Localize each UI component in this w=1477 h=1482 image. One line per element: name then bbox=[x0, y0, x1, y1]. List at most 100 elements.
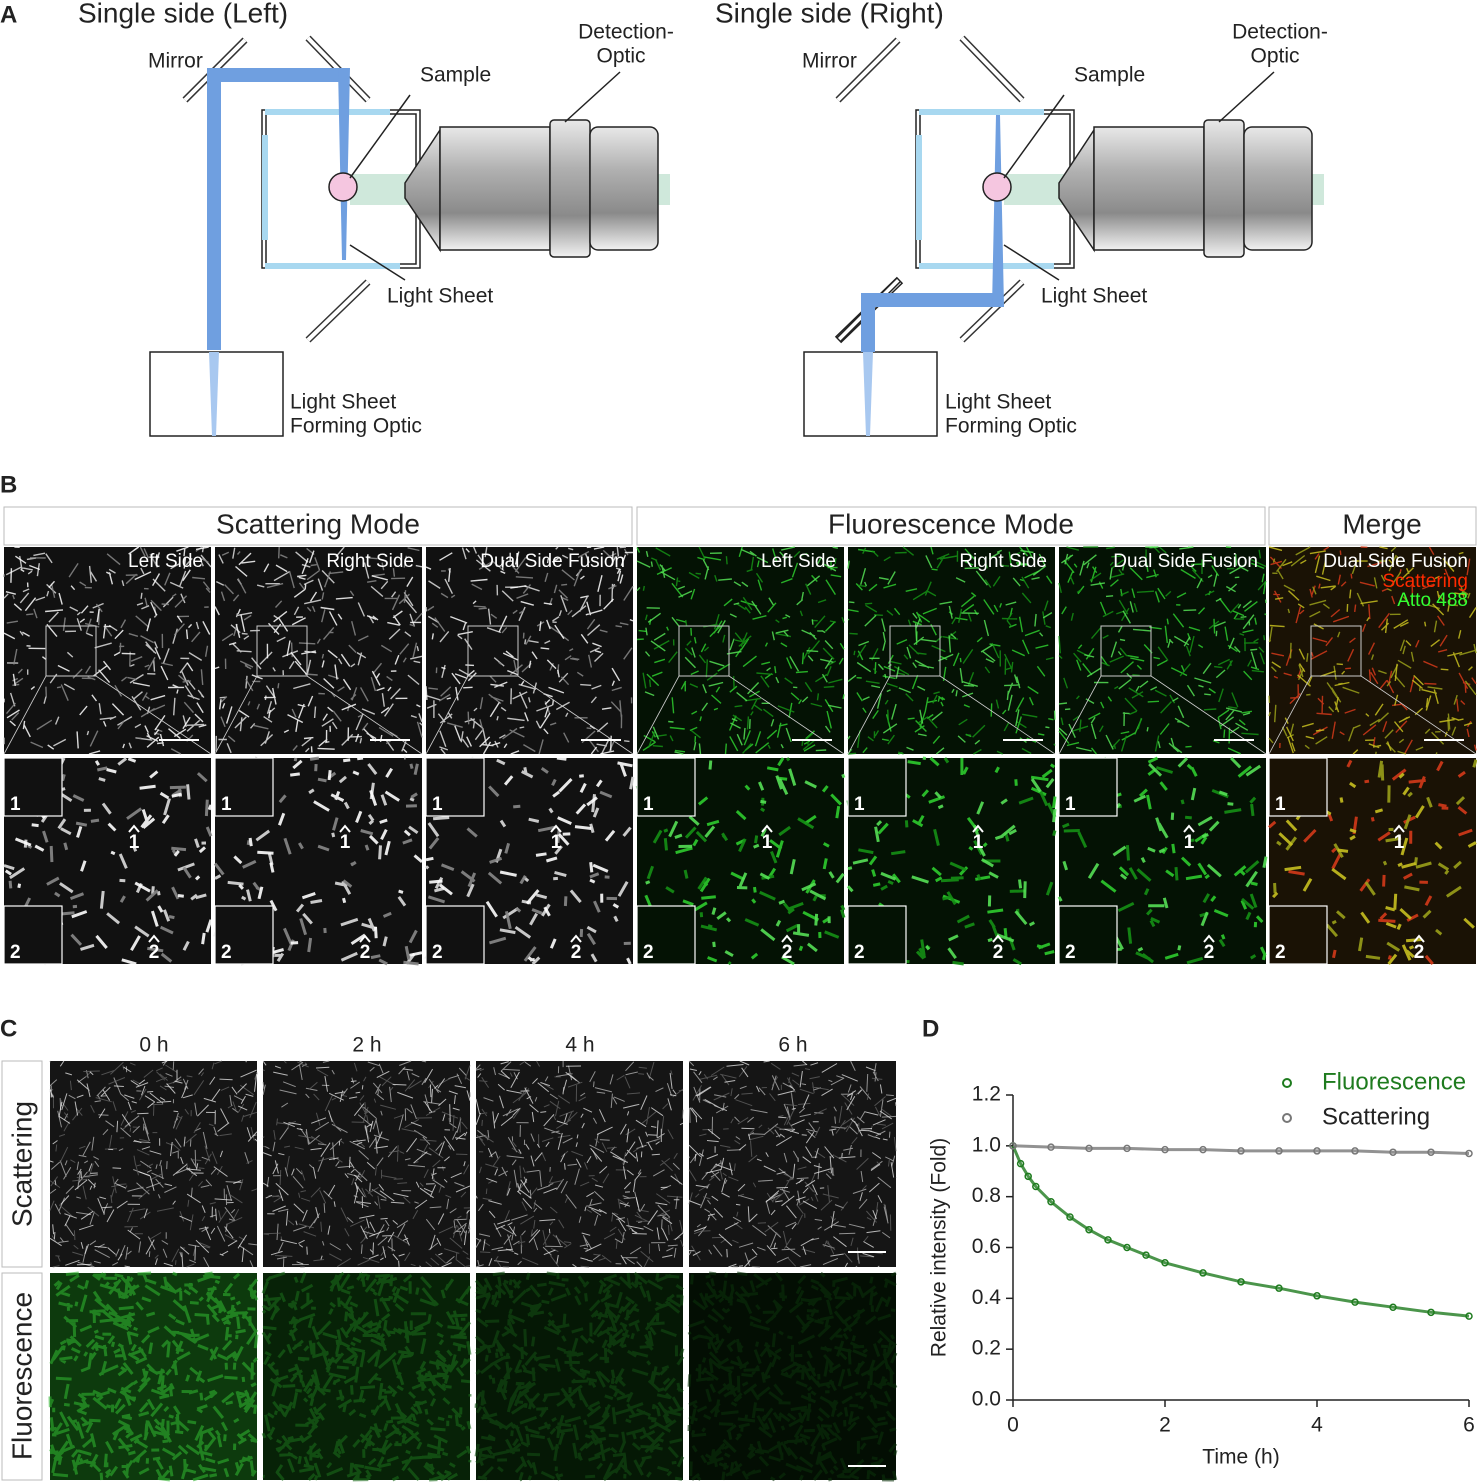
beam bbox=[861, 293, 1002, 307]
inset bbox=[214, 905, 274, 965]
inset bbox=[3, 905, 63, 965]
micrograph bbox=[847, 546, 1056, 755]
inset-label: 2 bbox=[221, 942, 232, 963]
micrograph bbox=[687, 1271, 898, 1482]
series-line bbox=[1012, 1144, 1470, 1155]
data-point bbox=[1427, 1148, 1435, 1156]
micrograph bbox=[474, 1271, 685, 1482]
inset bbox=[214, 757, 274, 817]
data-point bbox=[1123, 1243, 1131, 1252]
arrow-head bbox=[570, 934, 582, 943]
zoom-box bbox=[467, 625, 519, 677]
group-title: Scattering Mode bbox=[216, 508, 420, 539]
data-point bbox=[1199, 1145, 1207, 1154]
objective-body bbox=[439, 126, 551, 251]
micrograph bbox=[262, 1060, 471, 1268]
inset bbox=[425, 757, 485, 817]
micrograph-texture bbox=[475, 1061, 680, 1268]
inset bbox=[1268, 905, 1328, 965]
y-tick-label: 0.2 bbox=[972, 1337, 1001, 1360]
zoom-box bbox=[889, 625, 941, 677]
group-title: Fluorescence Mode bbox=[828, 508, 1074, 539]
label: Forming Optic bbox=[290, 415, 422, 438]
inset bbox=[1058, 905, 1118, 965]
arrow-head bbox=[972, 824, 984, 833]
arrow-marker: 1 bbox=[340, 832, 351, 853]
objective-ring bbox=[549, 119, 591, 258]
row-title: Scattering bbox=[6, 1101, 37, 1227]
data-point bbox=[1351, 1147, 1359, 1155]
arrow-marker: 1 bbox=[1184, 832, 1195, 853]
arrow-head bbox=[1203, 934, 1215, 943]
label: Light Sheet bbox=[1041, 285, 1147, 308]
label: Light Sheet bbox=[945, 391, 1051, 414]
label: Mirror bbox=[802, 50, 857, 73]
data-point bbox=[1024, 1172, 1032, 1181]
data-point bbox=[1389, 1148, 1397, 1156]
micrograph-texture bbox=[262, 1060, 471, 1268]
tile-label: Left Side bbox=[128, 551, 203, 572]
inset bbox=[636, 757, 696, 817]
zoom-box bbox=[678, 625, 730, 677]
arrow-head bbox=[550, 824, 562, 833]
arrow-marker: 2 bbox=[782, 942, 793, 963]
arrow-marker: 2 bbox=[1204, 942, 1215, 963]
micrograph-texture bbox=[1058, 546, 1267, 755]
arrow-marker: 2 bbox=[149, 942, 160, 963]
micrograph bbox=[48, 1271, 259, 1482]
micrograph bbox=[1058, 546, 1267, 755]
zoom-connector bbox=[3, 675, 47, 755]
row-header bbox=[1, 1272, 43, 1481]
tile-label: Right Side bbox=[959, 551, 1047, 572]
inset-label: 2 bbox=[643, 942, 654, 963]
data-point bbox=[1047, 1198, 1055, 1206]
inset-label: 1 bbox=[854, 794, 865, 815]
beam bbox=[207, 68, 345, 82]
x-tick-label: 0 bbox=[1007, 1414, 1019, 1437]
arrow-marker: 2 bbox=[993, 942, 1004, 963]
micrograph-texture bbox=[213, 756, 419, 966]
micrograph-texture bbox=[3, 546, 212, 749]
x-tick-label: 6 bbox=[1463, 1414, 1475, 1437]
data-point bbox=[1085, 1144, 1093, 1153]
micrograph-texture bbox=[1059, 756, 1267, 962]
micrograph-texture bbox=[636, 546, 842, 755]
zoom-box bbox=[256, 625, 308, 677]
mirror bbox=[836, 38, 900, 102]
arrow-head bbox=[148, 934, 160, 943]
inset bbox=[847, 905, 907, 965]
diagram-title: Single side (Left) bbox=[78, 0, 288, 28]
beam bbox=[207, 82, 221, 350]
row-title: Fluorescence bbox=[6, 1292, 37, 1460]
series-line bbox=[1011, 1145, 1470, 1318]
panel-label: A bbox=[0, 1, 17, 28]
data-point bbox=[1237, 1278, 1245, 1286]
micrograph-texture bbox=[1268, 546, 1477, 755]
label: Detection- bbox=[1232, 21, 1328, 44]
arrow-head bbox=[781, 934, 793, 943]
arrow-head bbox=[761, 824, 773, 833]
x-tick-label: 4 bbox=[1311, 1414, 1323, 1437]
arrow-marker: 1 bbox=[551, 832, 562, 853]
micrograph-texture bbox=[1058, 546, 1267, 752]
leader bbox=[564, 71, 621, 123]
micrograph bbox=[3, 546, 212, 755]
micrograph bbox=[688, 1060, 897, 1268]
micrograph bbox=[214, 546, 423, 754]
micrograph-texture bbox=[847, 546, 1056, 755]
legend-label: Scattering bbox=[1322, 1103, 1430, 1130]
label: Light Sheet bbox=[387, 285, 493, 308]
arrow-head bbox=[1393, 824, 1405, 833]
zoom-connector bbox=[214, 675, 258, 755]
data-point bbox=[1032, 1182, 1040, 1191]
merge-legend: Atto 488 bbox=[1397, 590, 1468, 611]
arrow-head bbox=[1183, 824, 1195, 833]
beam bbox=[863, 352, 873, 436]
zoom-box bbox=[1100, 625, 1152, 677]
data-point bbox=[1016, 1159, 1025, 1168]
y-tick-label: 0.6 bbox=[972, 1235, 1001, 1258]
micrograph-texture bbox=[1268, 546, 1477, 755]
micrograph-texture bbox=[688, 1060, 897, 1268]
micrograph-texture bbox=[688, 1062, 897, 1268]
legend-label: Fluorescence bbox=[1322, 1068, 1466, 1095]
